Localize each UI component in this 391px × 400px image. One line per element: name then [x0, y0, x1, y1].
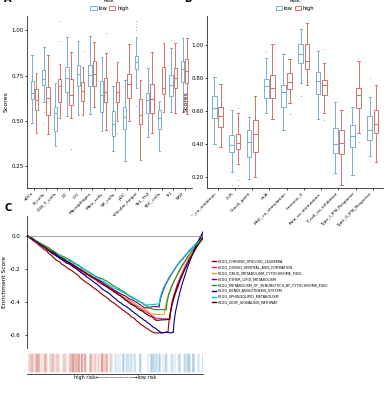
PathPatch shape: [247, 130, 251, 157]
PathPatch shape: [356, 88, 361, 108]
PathPatch shape: [158, 110, 161, 129]
PathPatch shape: [151, 84, 154, 113]
PathPatch shape: [322, 80, 326, 95]
Legend: low, high: low, high: [88, 0, 131, 13]
PathPatch shape: [270, 75, 275, 98]
PathPatch shape: [235, 134, 240, 149]
PathPatch shape: [218, 107, 223, 127]
PathPatch shape: [264, 80, 269, 98]
PathPatch shape: [81, 82, 84, 101]
Y-axis label: Scores: Scores: [184, 92, 189, 112]
PathPatch shape: [185, 59, 188, 83]
PathPatch shape: [169, 75, 172, 96]
Text: C: C: [5, 203, 12, 213]
PathPatch shape: [135, 56, 138, 69]
PathPatch shape: [305, 44, 309, 70]
PathPatch shape: [139, 99, 142, 124]
PathPatch shape: [212, 96, 217, 118]
PathPatch shape: [333, 128, 338, 153]
PathPatch shape: [281, 85, 286, 107]
PathPatch shape: [229, 135, 234, 152]
PathPatch shape: [104, 78, 108, 102]
Text: A: A: [4, 0, 12, 4]
X-axis label: high risk←———————→low risk: high risk←———————→low risk: [74, 375, 156, 380]
Legend: low, high: low, high: [274, 0, 317, 13]
PathPatch shape: [367, 116, 372, 140]
PathPatch shape: [162, 66, 165, 94]
PathPatch shape: [100, 81, 103, 112]
PathPatch shape: [47, 87, 50, 115]
PathPatch shape: [127, 74, 131, 98]
PathPatch shape: [42, 70, 45, 85]
PathPatch shape: [35, 89, 38, 110]
PathPatch shape: [373, 110, 378, 133]
PathPatch shape: [287, 73, 292, 89]
PathPatch shape: [58, 80, 61, 102]
PathPatch shape: [123, 106, 126, 129]
Text: B: B: [185, 0, 192, 4]
PathPatch shape: [146, 92, 149, 113]
PathPatch shape: [30, 80, 34, 99]
PathPatch shape: [339, 130, 344, 154]
PathPatch shape: [116, 82, 119, 102]
PathPatch shape: [181, 61, 184, 82]
PathPatch shape: [316, 72, 320, 94]
PathPatch shape: [174, 68, 177, 88]
Y-axis label: Enrichment Score: Enrichment Score: [2, 256, 7, 308]
PathPatch shape: [93, 61, 96, 86]
PathPatch shape: [298, 44, 303, 64]
PathPatch shape: [253, 120, 258, 152]
PathPatch shape: [77, 65, 80, 86]
PathPatch shape: [70, 79, 73, 105]
PathPatch shape: [65, 67, 68, 92]
Legend: KEGG_CHRONIC_MYELOID_LEUKEMIA, KEGG_DORSO_VENTRAL_AXIS_FORMATION, KEGG_DRUG_META: KEGG_CHRONIC_MYELOID_LEUKEMIA, KEGG_DORS…: [210, 258, 329, 306]
Y-axis label: Scores: Scores: [4, 92, 9, 112]
PathPatch shape: [350, 125, 355, 147]
PathPatch shape: [88, 65, 91, 86]
PathPatch shape: [54, 107, 57, 131]
PathPatch shape: [111, 111, 115, 136]
